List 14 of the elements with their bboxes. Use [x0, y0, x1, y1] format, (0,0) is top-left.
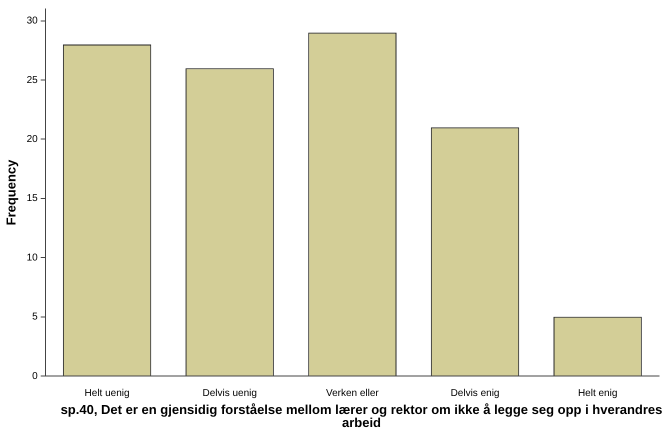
- y-tick-label: 20: [26, 134, 38, 145]
- x-axis-title: sp.40, Det er en gjensidig forståelse mellom lærer og rektor om ikke å legge seg opp i hverandres arbeid: [60, 402, 663, 430]
- y-tick-label: 10: [26, 252, 38, 264]
- x-tick-label: Delvis uenig: [202, 388, 257, 399]
- x-tick-label: Verken eller: [326, 388, 380, 399]
- y-tick-label: 25: [26, 74, 38, 86]
- x-tick-label: Delvis enig: [450, 388, 500, 399]
- y-tick-label: 0: [32, 370, 38, 382]
- y-axis-title: Frequency: [3, 158, 18, 226]
- x-tick-label: Helt enig: [578, 388, 618, 399]
- y-tick-label: 5: [32, 312, 38, 323]
- y-tick-label: 15: [26, 193, 38, 204]
- y-tick-label: 30: [26, 16, 38, 27]
- x-tick-label: Helt uenig: [84, 388, 130, 399]
